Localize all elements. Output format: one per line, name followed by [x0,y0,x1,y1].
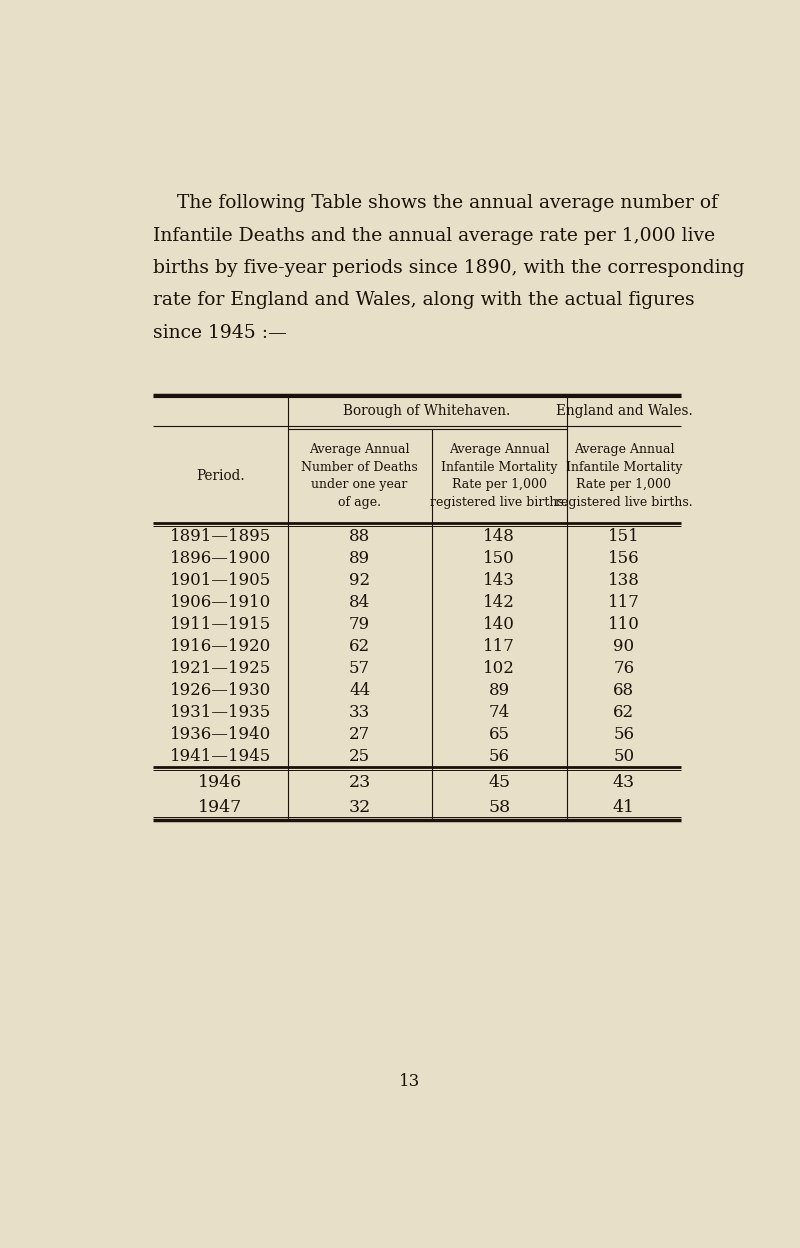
Text: 142: 142 [483,594,515,612]
Text: 1906—1910: 1906—1910 [170,594,270,612]
Text: 110: 110 [608,617,640,633]
Text: 138: 138 [608,573,640,589]
Text: 74: 74 [489,704,510,721]
Text: since 1945 :—: since 1945 :— [153,323,286,342]
Text: 1901—1905: 1901—1905 [170,573,270,589]
Text: Average Annual
Number of Deaths
under one year
of age.: Average Annual Number of Deaths under on… [302,443,418,509]
Text: 84: 84 [349,594,370,612]
Text: 32: 32 [349,799,370,816]
Text: England and Wales.: England and Wales. [555,404,692,418]
Text: 151: 151 [608,528,640,545]
Text: 27: 27 [349,726,370,743]
Text: 62: 62 [614,704,634,721]
Text: 1911—1915: 1911—1915 [170,617,270,633]
Text: 143: 143 [483,573,515,589]
Text: 1946: 1946 [198,774,242,791]
Text: 1941—1945: 1941—1945 [170,748,270,765]
Text: 57: 57 [349,660,370,678]
Text: 56: 56 [614,726,634,743]
Text: 1921—1925: 1921—1925 [170,660,270,678]
Text: 23: 23 [349,774,370,791]
Text: 90: 90 [614,638,634,655]
Text: births by five-year periods since 1890, with the corresponding: births by five-year periods since 1890, … [153,260,744,277]
Text: 1926—1930: 1926—1930 [170,681,270,699]
Text: 92: 92 [349,573,370,589]
Text: 33: 33 [349,704,370,721]
Text: 117: 117 [483,638,515,655]
Text: 58: 58 [488,799,510,816]
Text: Infantile Deaths and the annual average rate per 1,000 live: Infantile Deaths and the annual average … [153,227,715,245]
Text: 1947: 1947 [198,799,242,816]
Text: 45: 45 [488,774,510,791]
Text: The following Table shows the annual average number of: The following Table shows the annual ave… [153,195,718,212]
Text: 89: 89 [489,681,510,699]
Text: 88: 88 [349,528,370,545]
Text: 50: 50 [614,748,634,765]
Text: 1896—1900: 1896—1900 [170,550,270,568]
Text: Average Annual
Infantile Mortality
Rate per 1,000
registered live births.: Average Annual Infantile Mortality Rate … [555,443,693,509]
Text: 148: 148 [483,528,515,545]
Text: 13: 13 [399,1073,421,1090]
Text: 43: 43 [613,774,635,791]
Text: 41: 41 [613,799,635,816]
Text: rate for England and Wales, along with the actual figures: rate for England and Wales, along with t… [153,292,694,310]
Text: 1931—1935: 1931—1935 [170,704,270,721]
Text: 117: 117 [608,594,640,612]
Text: 150: 150 [483,550,515,568]
Text: 1916—1920: 1916—1920 [170,638,270,655]
Text: 79: 79 [349,617,370,633]
Text: Period.: Period. [196,469,245,483]
Text: 25: 25 [349,748,370,765]
Text: 76: 76 [614,660,634,678]
Text: 1936—1940: 1936—1940 [170,726,270,743]
Text: 156: 156 [608,550,640,568]
Text: 56: 56 [489,748,510,765]
Text: 44: 44 [349,681,370,699]
Text: 1891—1895: 1891—1895 [170,528,270,545]
Text: 68: 68 [614,681,634,699]
Text: Average Annual
Infantile Mortality
Rate per 1,000
registered live births.: Average Annual Infantile Mortality Rate … [430,443,568,509]
Text: 62: 62 [349,638,370,655]
Text: 65: 65 [489,726,510,743]
Text: 102: 102 [483,660,515,678]
Text: Borough of Whitehaven.: Borough of Whitehaven. [343,404,510,418]
Text: 89: 89 [349,550,370,568]
Text: 140: 140 [483,617,515,633]
